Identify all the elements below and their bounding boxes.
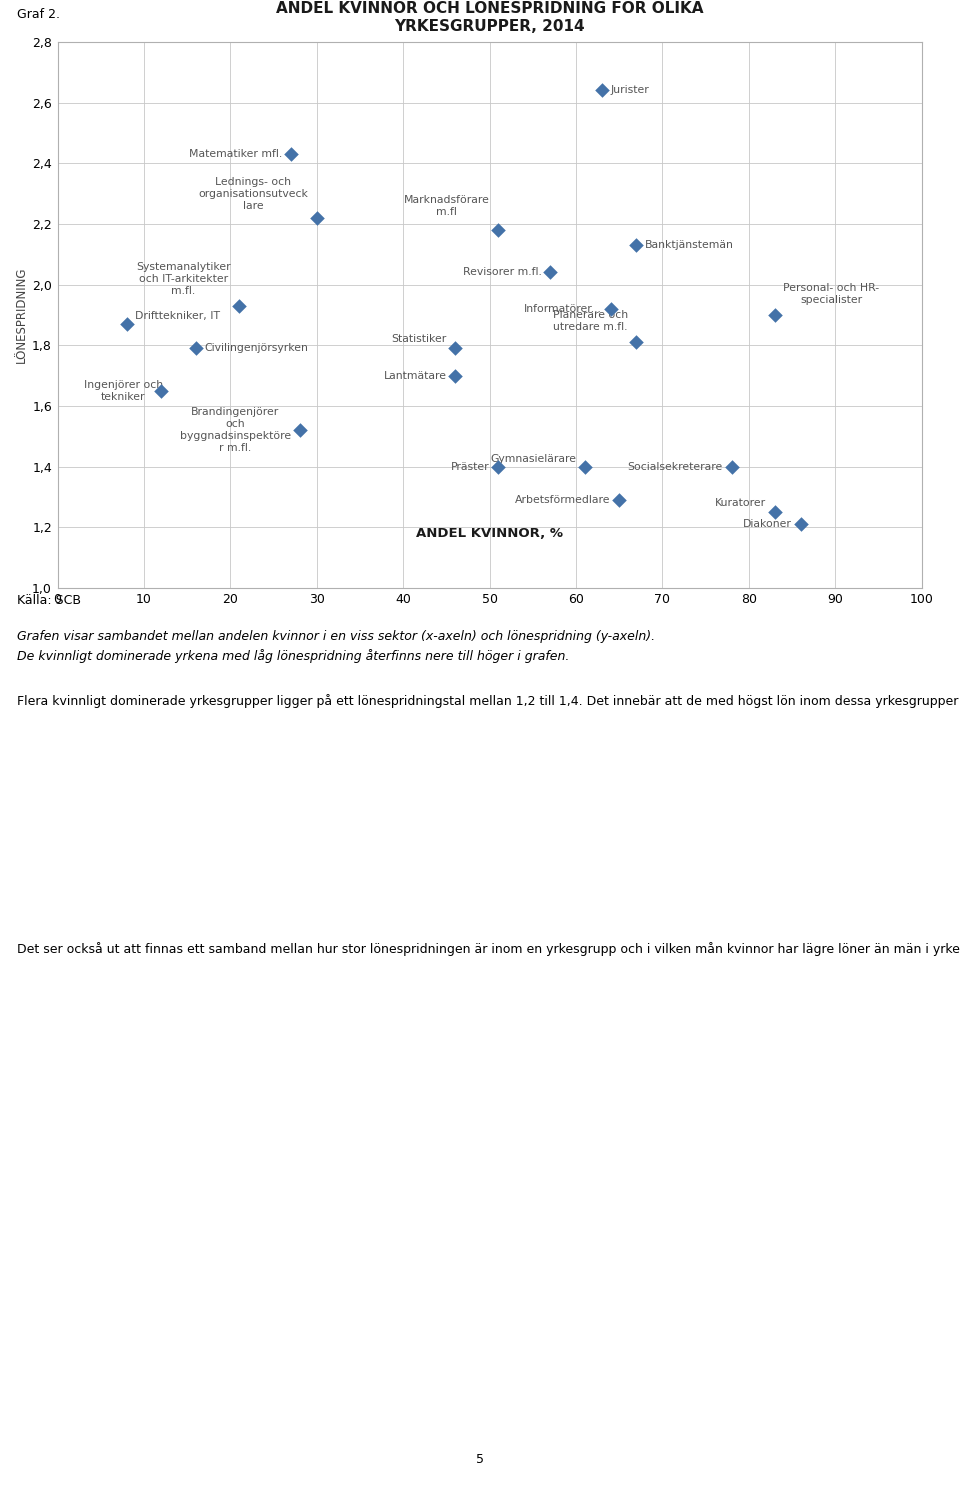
Text: Arbetsförmedlare: Arbetsförmedlare bbox=[516, 495, 611, 506]
Point bbox=[542, 260, 558, 284]
Text: Statistiker: Statistiker bbox=[391, 334, 446, 344]
Point bbox=[447, 364, 463, 387]
Text: Jurister: Jurister bbox=[611, 85, 649, 96]
Text: Präster: Präster bbox=[451, 462, 490, 471]
Text: Lantmätare: Lantmätare bbox=[383, 371, 446, 380]
Point bbox=[612, 488, 627, 512]
Text: Brandingenjörer
och
byggnadsinspektöre
r m.fl.: Brandingenjörer och byggnadsinspektöre r… bbox=[180, 407, 291, 453]
Point bbox=[491, 455, 506, 479]
Point bbox=[577, 455, 592, 479]
Y-axis label: LÖNESPRIDNING: LÖNESPRIDNING bbox=[15, 266, 28, 364]
Text: ANDEL KVINNOR, %: ANDEL KVINNOR, % bbox=[416, 527, 564, 540]
Text: Flera kvinnligt dominerade yrkesgrupper ligger på ett lönespridningstal mellan 1: Flera kvinnligt dominerade yrkesgrupper … bbox=[17, 694, 960, 708]
Point bbox=[447, 337, 463, 361]
Text: Revisorer m.fl.: Revisorer m.fl. bbox=[463, 268, 541, 277]
Point bbox=[767, 500, 782, 524]
Text: Drifttekniker, IT: Drifttekniker, IT bbox=[135, 311, 221, 322]
Text: Marknadsförare
m.fl: Marknadsförare m.fl bbox=[404, 194, 490, 217]
Point bbox=[231, 293, 247, 317]
Text: Banktjänstemän: Banktjänstemän bbox=[645, 241, 734, 250]
Text: Gymnasielärare: Gymnasielärare bbox=[490, 453, 576, 464]
Text: Planerare och
utredare m.fl.: Planerare och utredare m.fl. bbox=[553, 310, 628, 332]
Point bbox=[724, 455, 739, 479]
Point bbox=[767, 304, 782, 328]
Text: Civilingenjörsyrken: Civilingenjörsyrken bbox=[204, 343, 308, 353]
Point bbox=[793, 512, 808, 536]
Point bbox=[629, 331, 644, 355]
Point bbox=[292, 419, 307, 443]
Text: 5: 5 bbox=[476, 1453, 484, 1466]
Point bbox=[283, 142, 299, 166]
Title: ANDEL KVINNOR OCH LÖNESPRIDNING FÖR OLIKA
YRKESGRUPPER, 2014: ANDEL KVINNOR OCH LÖNESPRIDNING FÖR OLIK… bbox=[276, 1, 704, 34]
Text: Graf 2.: Graf 2. bbox=[17, 7, 60, 21]
Text: Grafen visar sambandet mellan andelen kvinnor i en viss sektor (x-axeln) och lön: Grafen visar sambandet mellan andelen kv… bbox=[17, 630, 656, 663]
Point bbox=[629, 233, 644, 257]
Point bbox=[119, 313, 134, 337]
Point bbox=[603, 296, 618, 320]
Text: Diakoner: Diakoner bbox=[743, 519, 792, 530]
Text: Lednings- och
organisationsutveck
lare: Lednings- och organisationsutveck lare bbox=[199, 177, 308, 211]
Text: Matematiker mfl.: Matematiker mfl. bbox=[189, 150, 282, 159]
Text: Det ser också ut att finnas ett samband mellan hur stor lönespridningen är inom : Det ser också ut att finnas ett samband … bbox=[17, 942, 960, 956]
Point bbox=[491, 218, 506, 242]
Text: Ingenjörer och
tekniker: Ingenjörer och tekniker bbox=[84, 380, 162, 402]
Point bbox=[188, 337, 204, 361]
Text: Socialsekreterare: Socialsekreterare bbox=[628, 462, 723, 471]
Text: Personal- och HR-
specialister: Personal- och HR- specialister bbox=[783, 283, 879, 305]
Text: Kuratorer: Kuratorer bbox=[715, 498, 766, 509]
Text: Informatörer...: Informatörer... bbox=[524, 304, 602, 314]
Text: Systemanalytiker
och IT-arkitekter
m.fl.: Systemanalytiker och IT-arkitekter m.fl. bbox=[135, 262, 230, 296]
Point bbox=[154, 378, 169, 402]
Point bbox=[594, 78, 610, 102]
Point bbox=[309, 206, 324, 230]
Text: Källa: SCB: Källa: SCB bbox=[17, 594, 82, 607]
